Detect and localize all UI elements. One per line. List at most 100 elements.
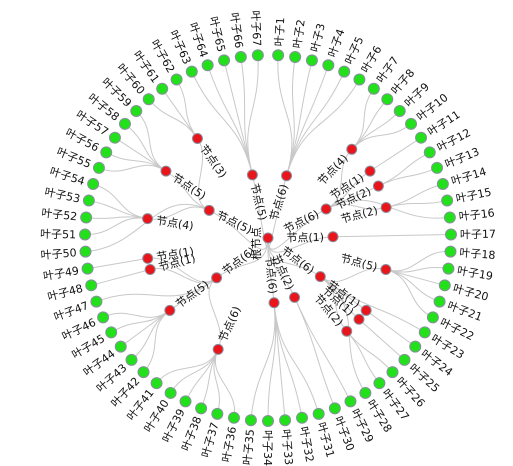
leaf-node-dot[interactable] — [415, 131, 428, 144]
leaf-node-dot[interactable] — [359, 386, 372, 399]
branch-node[interactable]: 节点(1) — [142, 245, 195, 264]
branch-node-dot[interactable] — [353, 313, 365, 325]
leaf-node[interactable]: 叶子1 — [272, 17, 288, 62]
branch-node-dot[interactable] — [262, 232, 274, 244]
leaf-node-dot[interactable] — [125, 353, 138, 366]
leaf-node-dot[interactable] — [373, 377, 386, 390]
leaf-node-dot[interactable] — [262, 415, 274, 427]
branch-node-dot[interactable] — [164, 304, 176, 316]
leaf-node[interactable]: 叶子3 — [305, 22, 328, 67]
leaf-node-dot[interactable] — [322, 59, 335, 72]
branch-node-dot[interactable] — [289, 291, 301, 303]
leaf-node[interactable]: 叶子51 — [40, 228, 92, 242]
leaf-node[interactable]: 叶子33 — [279, 414, 295, 466]
leaf-node-dot[interactable] — [444, 228, 457, 241]
leaf-node-dot[interactable] — [137, 366, 150, 379]
branch-node-dot[interactable] — [320, 203, 332, 215]
leaf-node[interactable]: 叶子50 — [40, 245, 92, 262]
leaf-node-dot[interactable] — [279, 414, 292, 427]
leaf-node[interactable]: 叶子36 — [220, 411, 240, 463]
leaf-node-dot[interactable] — [114, 340, 127, 353]
leaf-node[interactable]: 叶子66 — [227, 12, 247, 64]
branch-node[interactable]: 节点(6) — [212, 304, 244, 355]
leaf-node[interactable]: 叶子32 — [296, 411, 317, 463]
leaf-node-dot[interactable] — [185, 65, 198, 78]
branch-node-dot[interactable] — [341, 325, 353, 337]
leaf-node[interactable]: 叶子48 — [46, 279, 98, 304]
leaf-node[interactable]: 叶子67 — [248, 10, 264, 62]
leaf-node[interactable]: 叶子19 — [442, 262, 494, 283]
leaf-node-dot[interactable] — [80, 211, 93, 224]
leaf-node-dot[interactable] — [179, 395, 192, 408]
branch-node[interactable]: 节点(5) — [339, 252, 392, 276]
leaf-node-dot[interactable] — [344, 395, 357, 408]
leaf-node[interactable]: 叶子34 — [261, 415, 274, 466]
branch-node-dot[interactable] — [142, 213, 154, 225]
leaf-node-dot[interactable] — [442, 262, 455, 275]
branch-node[interactable]: 节点(1) — [286, 231, 339, 245]
leaf-node[interactable]: 叶子65 — [206, 15, 231, 67]
leaf-node-dot[interactable] — [251, 49, 264, 62]
leaf-node-dot[interactable] — [130, 104, 143, 117]
leaf-node[interactable]: 叶子20 — [438, 279, 490, 304]
leaf-node-dot[interactable] — [195, 402, 208, 415]
leaf-node-dot[interactable] — [433, 295, 446, 308]
leaf-node-dot[interactable] — [150, 377, 163, 390]
leaf-node-dot[interactable] — [227, 411, 240, 424]
leaf-node-dot[interactable] — [381, 93, 394, 106]
branch-node-dot[interactable] — [203, 204, 215, 216]
leaf-node[interactable]: 叶子35 — [241, 414, 257, 466]
branch-node-dot[interactable] — [327, 231, 339, 243]
branch-node[interactable]: 节点(5) — [203, 204, 254, 236]
branch-node-dot[interactable] — [380, 201, 392, 213]
branch-node[interactable]: 节点(5) — [164, 278, 212, 316]
leaf-node-dot[interactable] — [218, 54, 231, 67]
leaf-node-dot[interactable] — [201, 59, 214, 72]
branch-node-dot[interactable] — [364, 165, 376, 177]
branch-node-dot[interactable] — [346, 143, 358, 155]
leaf-node[interactable]: 叶子37 — [199, 407, 224, 459]
leaf-node-dot[interactable] — [305, 54, 318, 67]
branch-node-dot[interactable] — [360, 304, 372, 316]
leaf-node[interactable]: 叶子31 — [312, 407, 337, 459]
leaf-node-dot[interactable] — [87, 177, 100, 190]
leaf-node-dot[interactable] — [398, 353, 411, 366]
branch-node[interactable]: 节点(6) — [263, 256, 280, 309]
leaf-node-dot[interactable] — [79, 228, 92, 241]
branch-node-dot[interactable] — [314, 271, 326, 283]
branch-node-dot[interactable] — [246, 169, 258, 181]
leaf-node-dot[interactable] — [170, 73, 183, 86]
branch-node[interactable]: 节点(6) — [211, 245, 258, 284]
leaf-node-dot[interactable] — [156, 82, 169, 95]
leaf-node-dot[interactable] — [105, 326, 118, 339]
leaf-node-dot[interactable] — [234, 51, 247, 64]
leaf-node[interactable]: 叶子53 — [43, 185, 95, 207]
leaf-node-dot[interactable] — [423, 146, 436, 159]
leaf-node-dot[interactable] — [100, 146, 113, 159]
leaf-node[interactable]: 叶子17 — [444, 228, 496, 242]
leaf-node-dot[interactable] — [409, 340, 422, 353]
leaf-node-dot[interactable] — [92, 161, 105, 174]
leaf-node-dot[interactable] — [353, 73, 366, 86]
branch-node-dot[interactable] — [380, 264, 392, 276]
leaf-node-dot[interactable] — [367, 82, 380, 95]
leaf-node-dot[interactable] — [272, 49, 285, 62]
leaf-node-dot[interactable] — [296, 411, 309, 424]
leaf-node-dot[interactable] — [164, 386, 177, 399]
branch-node[interactable]: 节点(5) — [246, 169, 269, 222]
leaf-node-dot[interactable] — [79, 245, 92, 258]
branch-node[interactable]: 节点(3) — [191, 132, 229, 181]
leaf-node[interactable]: 叶子18 — [444, 245, 496, 262]
leaf-node-dot[interactable] — [82, 194, 95, 207]
leaf-node-dot[interactable] — [312, 407, 325, 420]
leaf-node[interactable]: 叶子14 — [436, 165, 488, 190]
leaf-node[interactable]: 叶子2 — [289, 19, 308, 64]
branch-node-dot[interactable] — [211, 272, 223, 284]
leaf-node-dot[interactable] — [97, 311, 110, 324]
root-node[interactable]: 根节点 — [249, 227, 274, 260]
leaf-node-dot[interactable] — [108, 131, 121, 144]
branch-node[interactable]: 节点(6) — [267, 170, 293, 223]
leaf-node[interactable]: 叶子49 — [42, 262, 94, 283]
leaf-node[interactable]: 叶子54 — [48, 165, 100, 190]
branch-node-dot[interactable] — [144, 264, 156, 276]
